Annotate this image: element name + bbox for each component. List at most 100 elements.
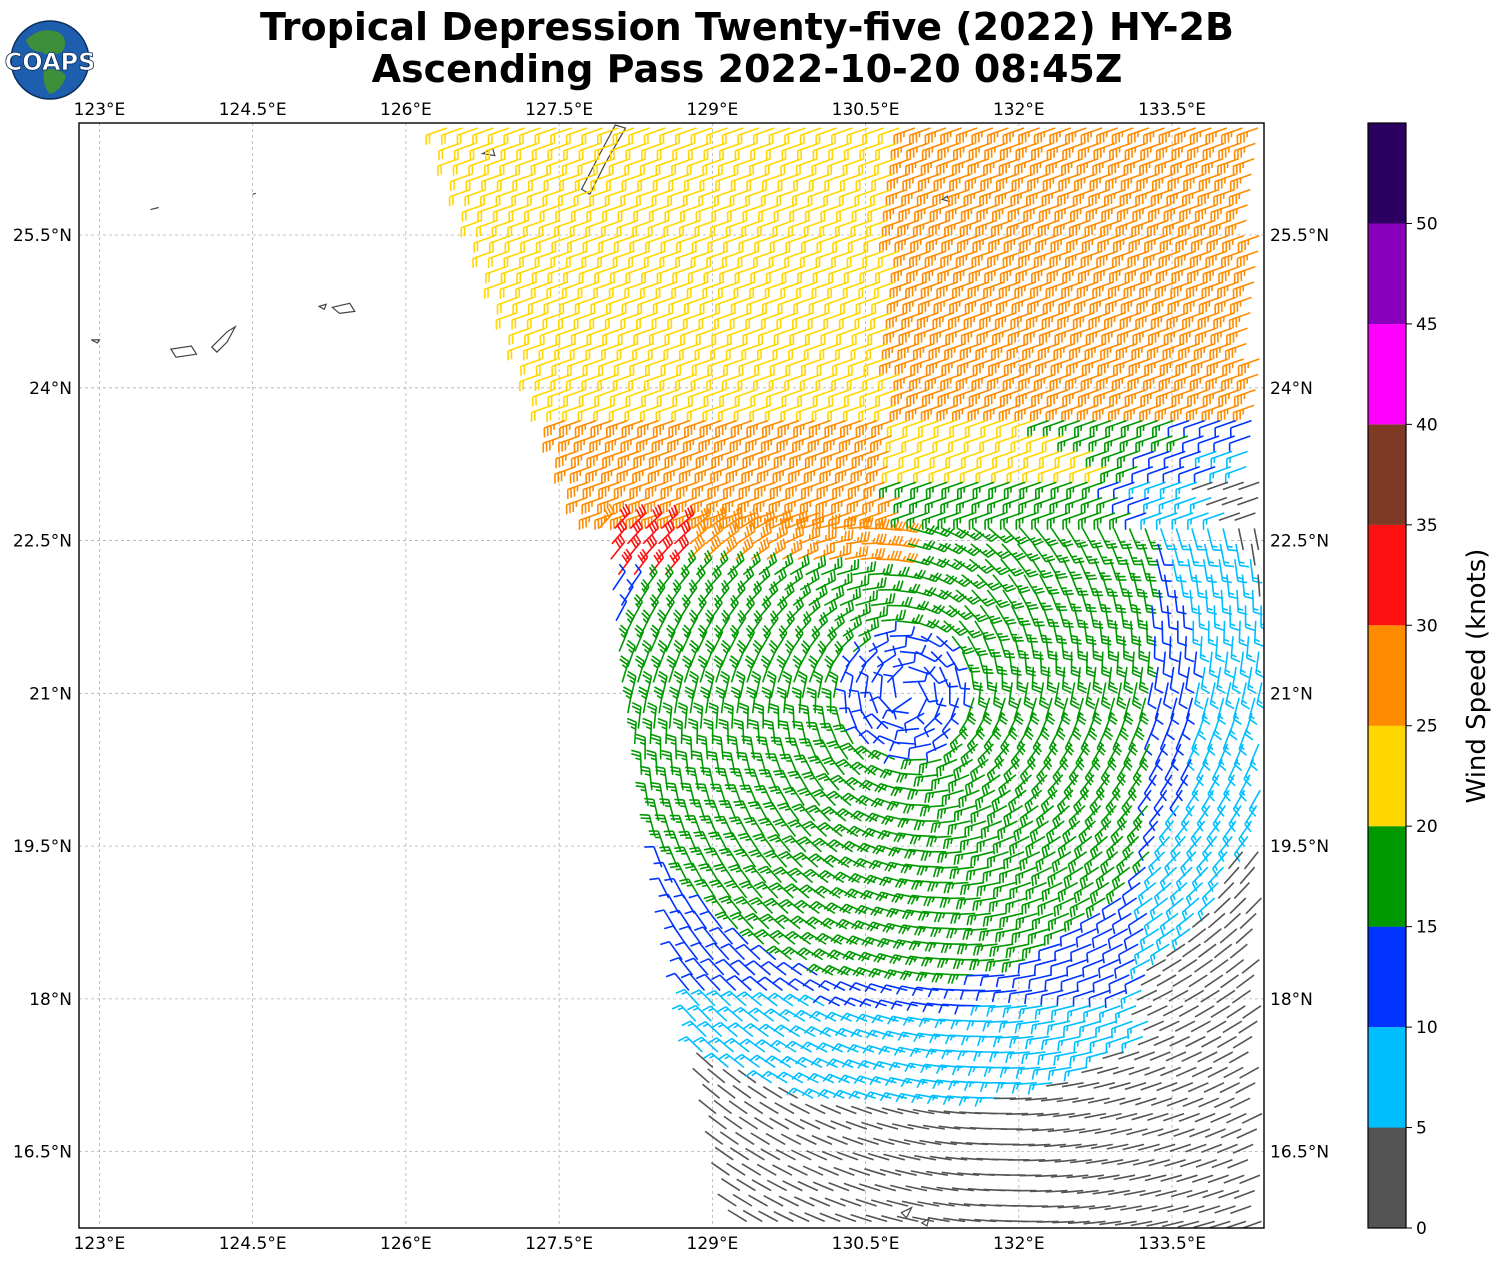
barb-shaft [733, 158, 756, 167]
barb-shaft [1030, 158, 1052, 167]
barb-shaft [581, 127, 604, 137]
barb-shaft [606, 173, 628, 183]
wind-barb [1010, 188, 1033, 207]
wind-barb [921, 142, 944, 161]
barb-shaft [784, 127, 806, 137]
wind-barb [1185, 158, 1208, 176]
barb-shaft [698, 188, 721, 198]
barb-shaft [499, 158, 522, 167]
barb-shaft [546, 158, 569, 167]
barb-shaft [737, 127, 760, 137]
wind-barb [855, 173, 878, 192]
barb-shaft [952, 158, 974, 167]
wind-barb [479, 188, 502, 207]
barb-shaft [859, 142, 882, 152]
barb-shaft [562, 158, 584, 167]
wind-barb [628, 127, 650, 145]
barb-shaft [761, 188, 783, 198]
barb-shaft [449, 188, 471, 198]
wind-barb [561, 158, 584, 176]
barb-shaft [1166, 188, 1189, 198]
wind-barb [968, 142, 991, 161]
wind-barb [824, 173, 847, 192]
wind-barb [760, 188, 783, 207]
wind-barb [652, 173, 675, 192]
barb-shaft [719, 142, 741, 152]
barb-shaft [889, 158, 912, 167]
barb-shaft [714, 188, 736, 198]
barb-shaft [511, 188, 533, 198]
wind-barb [1057, 188, 1079, 207]
barb-shaft [776, 188, 799, 198]
wind-barb [559, 173, 581, 192]
wind-barb [604, 188, 627, 207]
barb-shaft [1081, 127, 1103, 137]
barb-shaft [1201, 158, 1224, 167]
wind-barb [1167, 173, 1190, 192]
barb-shaft [996, 173, 1018, 183]
barb-shaft [870, 188, 892, 198]
wind-barb [979, 188, 1001, 207]
barb-shaft [437, 158, 459, 167]
barb-shaft [425, 127, 448, 137]
barb-shaft [559, 173, 581, 183]
barb-shaft [1136, 173, 1159, 183]
barb-shaft [1190, 127, 1212, 137]
barb-shaft [715, 173, 737, 183]
barb-shaft [980, 173, 1003, 183]
barb-shaft [893, 127, 916, 137]
barb-shaft [1061, 158, 1083, 167]
wind-barb [1127, 127, 1150, 145]
barb-shaft [1186, 158, 1208, 167]
barb-shaft [1183, 173, 1205, 183]
barb-shaft [1221, 127, 1243, 137]
barb-shaft [1042, 188, 1064, 198]
wind-barb [637, 173, 659, 192]
wind-barb [543, 173, 566, 192]
wind-barb [971, 127, 994, 145]
wind-barb [967, 158, 990, 176]
barb-shaft [497, 173, 519, 183]
barb-shaft [469, 142, 492, 152]
wind-barb [511, 188, 533, 207]
barb-shaft [620, 188, 643, 198]
wind-barb [729, 188, 752, 207]
barb-shaft [438, 142, 461, 152]
barb-shaft [922, 142, 944, 152]
barb-shaft [891, 142, 913, 152]
barb-shaft [1018, 127, 1040, 137]
wind-barb [777, 173, 800, 192]
barb-shaft [956, 127, 978, 137]
wind-barb [440, 127, 463, 145]
wind-barb [1198, 173, 1221, 192]
wind-barbs [425, 127, 1264, 1228]
wind-barb [1014, 158, 1037, 176]
barb-shaft [1155, 158, 1177, 167]
barb-shaft [1043, 173, 1065, 183]
barb-shaft [625, 142, 648, 152]
wind-barb [1049, 127, 1072, 145]
wind-barb [1183, 173, 1205, 192]
wind-barb [875, 142, 897, 161]
wind-barb [986, 127, 1009, 145]
wind-barb [612, 127, 635, 145]
wind-barb [963, 188, 986, 207]
barb-shaft [441, 127, 463, 137]
barb-shaft [792, 188, 814, 198]
wind-barb [1015, 142, 1038, 161]
barb-shaft [466, 173, 488, 183]
island-outline [900, 1206, 913, 1219]
wind-barb [940, 127, 962, 145]
barb-shaft [605, 188, 627, 198]
wind-barb [768, 127, 791, 145]
wind-barb [563, 142, 585, 161]
barb-shaft [1026, 188, 1048, 198]
barb-shaft [823, 188, 845, 198]
barb-shaft [577, 158, 600, 167]
barb-shaft [1214, 173, 1237, 183]
barb-shaft [858, 158, 881, 167]
barb-shaft [925, 127, 947, 137]
wind-barb [1080, 127, 1103, 145]
wind-barb [933, 173, 956, 192]
barb-shaft [1135, 188, 1157, 198]
